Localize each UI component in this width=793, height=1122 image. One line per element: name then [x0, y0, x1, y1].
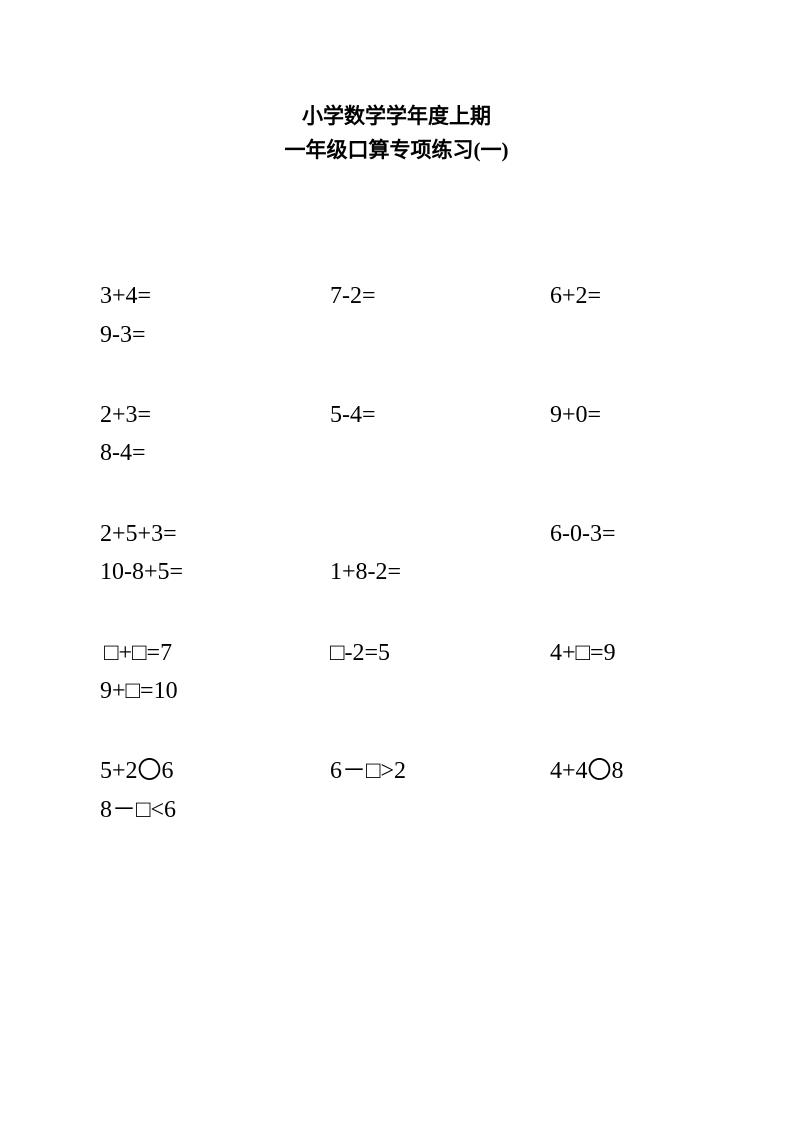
problem-cell: 2+5+3=	[100, 515, 330, 553]
problem-cell	[330, 672, 550, 710]
problem-cell: 8－□<6	[100, 791, 330, 829]
problem-group: 3+4= 7-2= 6+2= 9-3=	[100, 277, 693, 354]
problem-cell: 1+8-2=	[330, 553, 550, 591]
problem-cell	[330, 434, 550, 472]
title-line-1: 小学数学学年度上期	[100, 100, 693, 134]
problem-row: 8-4=	[100, 434, 693, 472]
problem-cell: 9+□=10	[100, 672, 330, 710]
problem-cell: 9+0=	[550, 396, 601, 434]
worksheet-page: 小学数学学年度上期 一年级口算专项练习(一) 3+4= 7-2= 6+2= 9-…	[0, 0, 793, 829]
problem-cell: 2+3=	[100, 396, 330, 434]
problem-cell: 4+4〇8	[550, 752, 624, 790]
problem-row: 5+2〇6 6－□>2 4+4〇8	[100, 752, 693, 790]
title-block: 小学数学学年度上期 一年级口算专项练习(一)	[100, 100, 693, 167]
problem-cell: 4+□=9	[550, 634, 616, 672]
problem-cell: 7-2=	[330, 277, 550, 315]
problem-group: 2+5+3= 6-0-3= 10-8+5= 1+8-2=	[100, 515, 693, 592]
problem-cell: □-2=5	[330, 634, 550, 672]
problem-cell: 10-8+5=	[100, 553, 330, 591]
problem-row: 8－□<6	[100, 791, 693, 829]
problem-row: 9+□=10	[100, 672, 693, 710]
problem-cell	[330, 791, 550, 829]
problem-row: 9-3=	[100, 316, 693, 354]
problem-cell: 6+2=	[550, 277, 601, 315]
problem-row: □+□=7 □-2=5 4+□=9	[100, 634, 693, 672]
problem-cell: 6－□>2	[330, 752, 550, 790]
problem-cell: 5+2〇6	[100, 752, 330, 790]
problem-cell: 5-4=	[330, 396, 550, 434]
problem-row: 2+3= 5-4= 9+0=	[100, 396, 693, 434]
problem-row: 3+4= 7-2= 6+2=	[100, 277, 693, 315]
problem-row: 2+5+3= 6-0-3=	[100, 515, 693, 553]
problem-group: 5+2〇6 6－□>2 4+4〇8 8－□<6	[100, 752, 693, 829]
problem-cell	[330, 316, 550, 354]
problem-cell: 3+4=	[100, 277, 330, 315]
problem-group: □+□=7 □-2=5 4+□=9 9+□=10	[100, 634, 693, 711]
problem-group: 2+3= 5-4= 9+0= 8-4=	[100, 396, 693, 473]
title-line-2: 一年级口算专项练习(一)	[100, 134, 693, 168]
problems-area: 3+4= 7-2= 6+2= 9-3= 2+3= 5-4= 9+0= 8-4=	[100, 277, 693, 829]
problem-cell: 9-3=	[100, 316, 330, 354]
problem-cell: 6-0-3=	[550, 515, 616, 553]
problem-row: 10-8+5= 1+8-2=	[100, 553, 693, 591]
problem-cell: 8-4=	[100, 434, 330, 472]
problem-cell	[330, 515, 550, 553]
problem-cell: □+□=7	[100, 634, 330, 672]
